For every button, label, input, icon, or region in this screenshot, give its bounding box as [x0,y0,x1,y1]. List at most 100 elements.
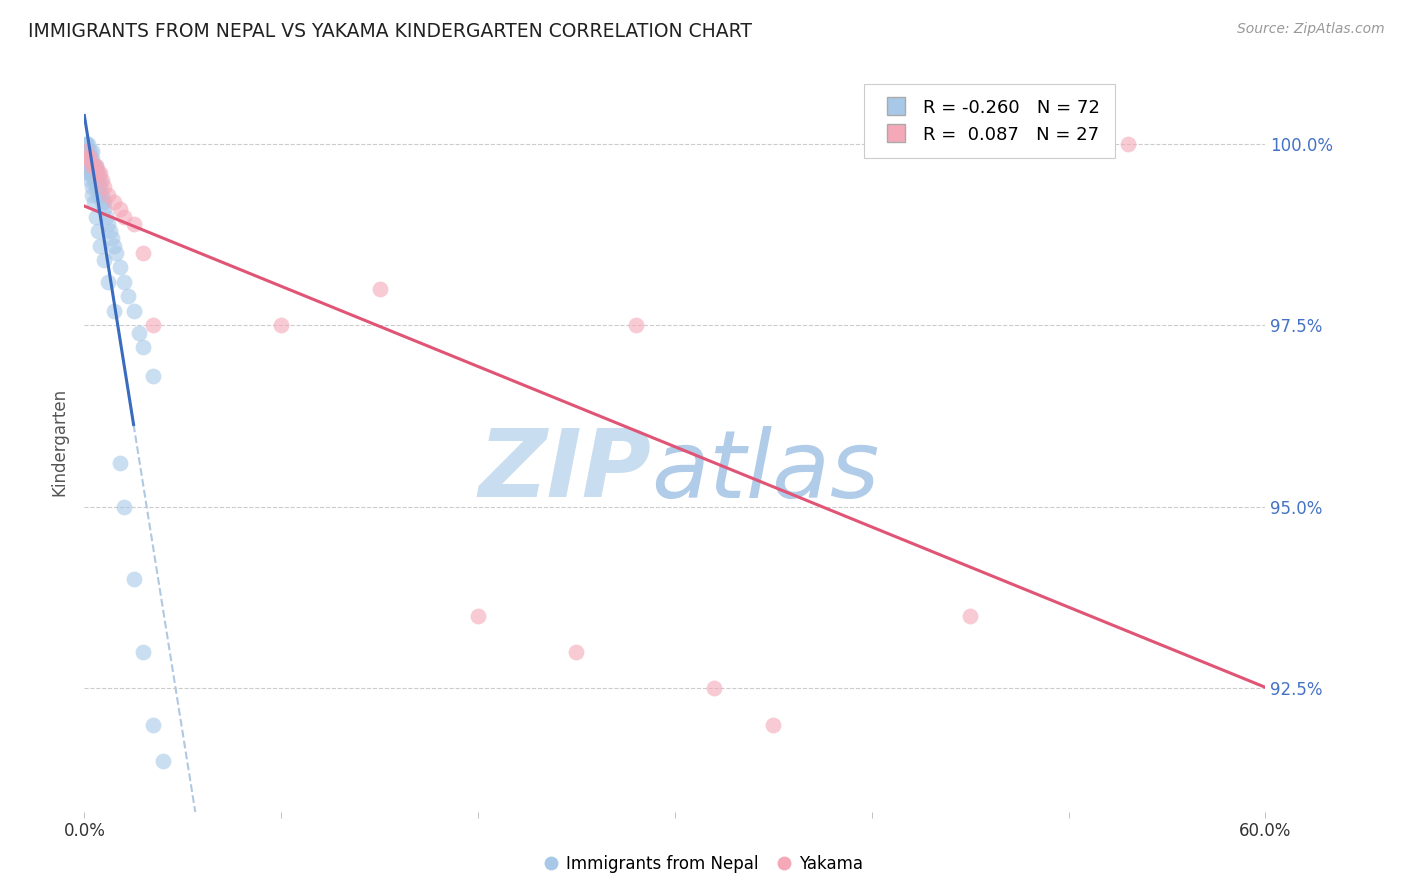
Text: atlas: atlas [651,425,880,516]
Point [368,282,391,296]
Point [79,145,101,159]
Point [132,340,155,354]
Point [101,231,124,245]
Point [117,289,139,303]
Point [762,717,785,731]
Point [87,187,110,202]
Point [703,681,725,696]
Point [132,645,155,659]
Point [82,159,104,173]
Point [84,173,107,187]
Point [112,210,135,224]
Point [97,187,120,202]
Point [77,166,100,180]
Point [108,260,131,275]
Point [75,145,97,159]
Point [83,173,105,187]
Point [75,136,97,151]
Point [82,187,104,202]
Point [79,152,101,166]
Point [132,245,155,260]
Legend: Immigrants from Nepal, Yakama: Immigrants from Nepal, Yakama [537,848,869,880]
Point [467,608,489,623]
Point [79,173,101,187]
Point [103,304,125,318]
Point [565,645,588,659]
Point [84,166,107,180]
Point [128,326,150,340]
Point [84,210,107,224]
Point [84,159,107,173]
Point [75,145,97,159]
Point [89,180,111,194]
Point [89,187,111,202]
Point [97,275,120,289]
Point [112,500,135,514]
Point [89,238,111,252]
Point [93,253,115,268]
Point [97,217,120,231]
Point [93,202,115,217]
Point [959,608,981,623]
Point [84,173,107,187]
Point [103,194,125,209]
Point [122,217,145,231]
Point [91,173,114,187]
Point [82,152,104,166]
Point [89,166,111,180]
Point [82,180,104,194]
Point [122,304,145,318]
Point [98,224,121,238]
Point [270,318,292,333]
Point [82,159,104,173]
Point [75,136,97,151]
Point [79,152,101,166]
Point [103,238,125,252]
Point [75,152,97,166]
Point [77,159,100,173]
Point [82,166,104,180]
Point [79,159,101,173]
Point [108,202,131,217]
Point [77,145,100,159]
Point [84,159,107,173]
Point [142,318,165,333]
Point [83,166,105,180]
Point [77,152,100,166]
Text: Source: ZipAtlas.com: Source: ZipAtlas.com [1237,22,1385,37]
Point [87,166,110,180]
Point [1116,136,1139,151]
Point [91,187,114,202]
Point [122,573,145,587]
Point [89,173,111,187]
Point [93,180,115,194]
Point [77,152,100,166]
Text: ZIP: ZIP [478,425,651,517]
Point [87,173,110,187]
Point [82,159,104,173]
Point [142,369,165,384]
Point [77,136,100,151]
Point [75,159,97,173]
Point [142,717,165,731]
Point [93,194,115,209]
Point [79,166,101,180]
Point [77,152,100,166]
Point [112,275,135,289]
Point [87,224,110,238]
Point [87,180,110,194]
Point [83,194,105,209]
Point [79,159,101,173]
Point [94,210,117,224]
Point [91,194,114,209]
Legend: R = -0.260   N = 72, R =  0.087   N = 27: R = -0.260 N = 72, R = 0.087 N = 27 [863,84,1115,158]
Point [83,159,105,173]
Point [82,145,104,159]
Point [108,456,131,470]
Point [79,152,101,166]
Point [104,245,127,260]
Point [83,159,105,173]
Point [152,754,174,768]
Y-axis label: Kindergarten: Kindergarten [51,387,69,496]
Text: IMMIGRANTS FROM NEPAL VS YAKAMA KINDERGARTEN CORRELATION CHART: IMMIGRANTS FROM NEPAL VS YAKAMA KINDERGA… [28,22,752,41]
